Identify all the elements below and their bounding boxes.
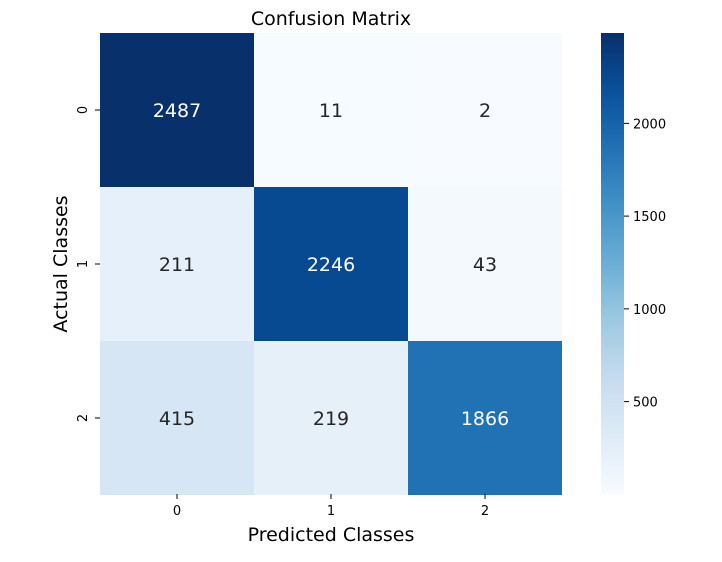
y-axis-label: Actual Classes [50, 195, 72, 332]
y-tick-label: 0 [76, 106, 91, 114]
heatmap-cell [408, 33, 562, 187]
cell-value-label: 11 [319, 100, 343, 122]
heatmap-cells [100, 33, 562, 495]
colorbar-tick-label: 1000 [633, 303, 666, 318]
cell-value-label: 211 [159, 254, 195, 276]
y-tick-label: 1 [76, 260, 91, 268]
x-axis-label: Predicted Classes [248, 524, 415, 546]
heatmap-cell [408, 187, 562, 341]
cell-value-label: 2 [479, 100, 491, 122]
cell-value-label: 415 [159, 408, 195, 430]
x-tick-label: 2 [481, 504, 489, 519]
colorbar-tick-label: 2000 [633, 117, 666, 132]
heatmap-cell [100, 341, 254, 495]
colorbar [601, 33, 624, 494]
colorbar-tick-label: 500 [633, 396, 658, 411]
cell-value-label: 219 [313, 408, 349, 430]
x-tick-label: 1 [327, 504, 335, 519]
cell-value-label: 1866 [461, 408, 509, 430]
chart-title: Confusion Matrix [251, 8, 411, 30]
heatmap-cell [100, 33, 254, 187]
y-axis-ticks: 0 1 2 [76, 106, 100, 422]
heatmap-cell [254, 341, 408, 495]
cell-value-label: 43 [473, 254, 497, 276]
heatmap-cell [254, 187, 408, 341]
x-axis-ticks: 0 1 2 [173, 494, 489, 519]
heatmap-cell [100, 187, 254, 341]
y-tick-label: 2 [76, 414, 91, 422]
colorbar-tick-label: 1500 [633, 210, 666, 225]
cell-value-label: 2246 [307, 254, 355, 276]
colorbar-ticks: 500 1000 1500 2000 [624, 117, 666, 411]
heatmap-cell-labels: 2487 11 2 211 2246 43 415 219 1866 [153, 100, 509, 430]
heatmap-cell [254, 33, 408, 187]
x-tick-label: 0 [173, 504, 181, 519]
heatmap-cell [408, 341, 562, 495]
cell-value-label: 2487 [153, 100, 201, 122]
